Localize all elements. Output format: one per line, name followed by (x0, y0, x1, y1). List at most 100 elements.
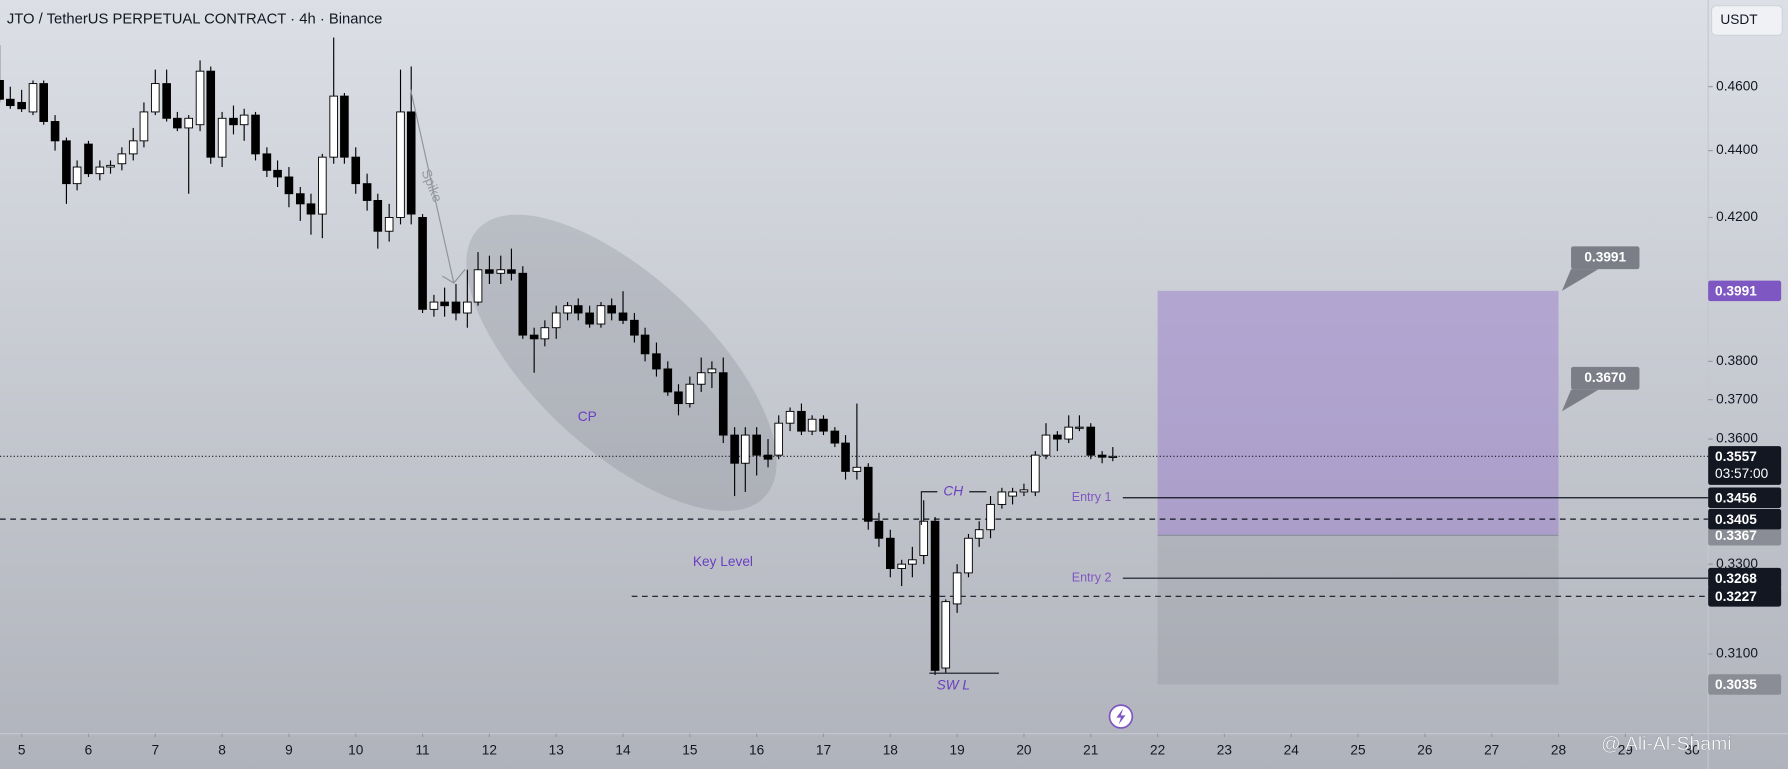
candle-body (1075, 426, 1084, 429)
candle-body (630, 319, 639, 336)
event-bolt (1116, 708, 1126, 725)
candle-body (229, 117, 238, 126)
candle-body (396, 111, 405, 218)
x-tick-label: 10 (348, 742, 364, 757)
chart-title: JTO / TetherUS PERPETUAL CONTRACT · 4h ·… (7, 11, 383, 27)
callout-label: 0.3670 (1584, 370, 1626, 385)
x-tick-label: 11 (415, 742, 429, 757)
callout-rect (1571, 246, 1640, 270)
currency-label[interactable]: USDT (1720, 12, 1758, 27)
candle-body (429, 301, 439, 310)
level-tag (1708, 487, 1782, 509)
candle-body (17, 101, 26, 110)
candle-body (707, 368, 717, 374)
candle-body (640, 334, 650, 355)
candle-body (730, 434, 739, 464)
candle-body (451, 301, 461, 314)
candle-body (886, 537, 895, 569)
candle-body (964, 537, 973, 574)
x-tick-label: 19 (950, 742, 965, 757)
candle-body (206, 70, 216, 158)
x-tick-label: 21 (1083, 742, 1098, 757)
candle-body (173, 117, 182, 129)
candle-body (362, 183, 372, 201)
candle-body (618, 312, 628, 321)
candle-body (195, 70, 205, 126)
candle-body (507, 269, 516, 274)
candle-body (663, 368, 673, 393)
candle-body (852, 466, 862, 472)
level-tag-label: 0.3268 (1715, 571, 1757, 586)
candle-body (262, 153, 272, 171)
candle-body (974, 529, 984, 539)
candle-body (1053, 434, 1062, 440)
candle-body (496, 269, 506, 274)
candle-body (106, 164, 115, 168)
currency-button[interactable] (1711, 5, 1783, 36)
x-tick-label: 14 (615, 742, 631, 757)
current-price-label: 0.3557 (1715, 449, 1757, 464)
target-tag-label: 0.3991 (1715, 284, 1757, 299)
loss-zone (1157, 535, 1559, 685)
x-tick-label: 17 (816, 742, 831, 757)
candle-body (696, 372, 706, 385)
candle-body (273, 169, 282, 178)
candle-body (0, 80, 4, 100)
x-tick-label: 24 (1284, 742, 1300, 757)
zones (1157, 290, 1559, 685)
x-tick-label: 13 (549, 742, 564, 757)
ch-line (920, 491, 938, 525)
current-price-tag (1708, 446, 1782, 485)
candle-body (28, 83, 38, 113)
candle-body (585, 312, 594, 325)
candle-body (652, 353, 661, 370)
x-tick-label: 26 (1417, 742, 1432, 757)
candle-body (1108, 455, 1118, 458)
candle-body (62, 140, 71, 185)
candle-body (897, 563, 906, 569)
ch-label: CH (943, 483, 963, 498)
candle-body (5, 98, 15, 107)
candle-body (295, 193, 305, 205)
entry-tag (1708, 524, 1782, 546)
candle-body (1019, 489, 1029, 493)
level-tag (1708, 508, 1782, 530)
levels: Entry 1 Entry 2 (0, 455, 1709, 597)
candle-body (384, 217, 394, 232)
level-tag-label: 0.3456 (1715, 491, 1757, 506)
candle-body (473, 269, 483, 303)
spike-arrowhead (442, 268, 466, 284)
x-tick-label: 18 (883, 742, 899, 757)
candle-body (1086, 426, 1096, 456)
candle-body (819, 418, 828, 432)
candle-body (485, 269, 494, 274)
level-label: Entry 2 (1072, 570, 1112, 584)
candle-body (1030, 454, 1040, 493)
candle-body (941, 601, 951, 669)
candle-body (84, 143, 93, 175)
candle-body (874, 520, 884, 539)
candle-body (863, 466, 873, 522)
y-tick-label: 0.4400 (1716, 142, 1758, 157)
stop-tag-label: 0.3035 (1715, 677, 1757, 692)
candle-body (1064, 426, 1074, 440)
x-tick-label: 8 (218, 742, 226, 757)
candle-body (251, 114, 260, 155)
candle-body (406, 111, 416, 215)
candle-body (607, 305, 616, 314)
candle-body (718, 372, 728, 436)
x-tick-label: 5 (18, 742, 26, 757)
spike-arrow (409, 88, 455, 284)
x-tick-label: 29 (1618, 742, 1633, 757)
candle-body (785, 410, 795, 424)
key-level-label: Key Level (693, 554, 753, 569)
candle-body (952, 572, 962, 605)
candle-body (217, 117, 227, 158)
entry-tag-label: 0.3367 (1715, 528, 1757, 543)
candle-body (797, 410, 806, 432)
watermark: @ Ali-Al-Shami (1601, 733, 1732, 755)
candle-body (1008, 491, 1017, 497)
candle-body (440, 301, 449, 307)
target-tag (1708, 280, 1782, 302)
